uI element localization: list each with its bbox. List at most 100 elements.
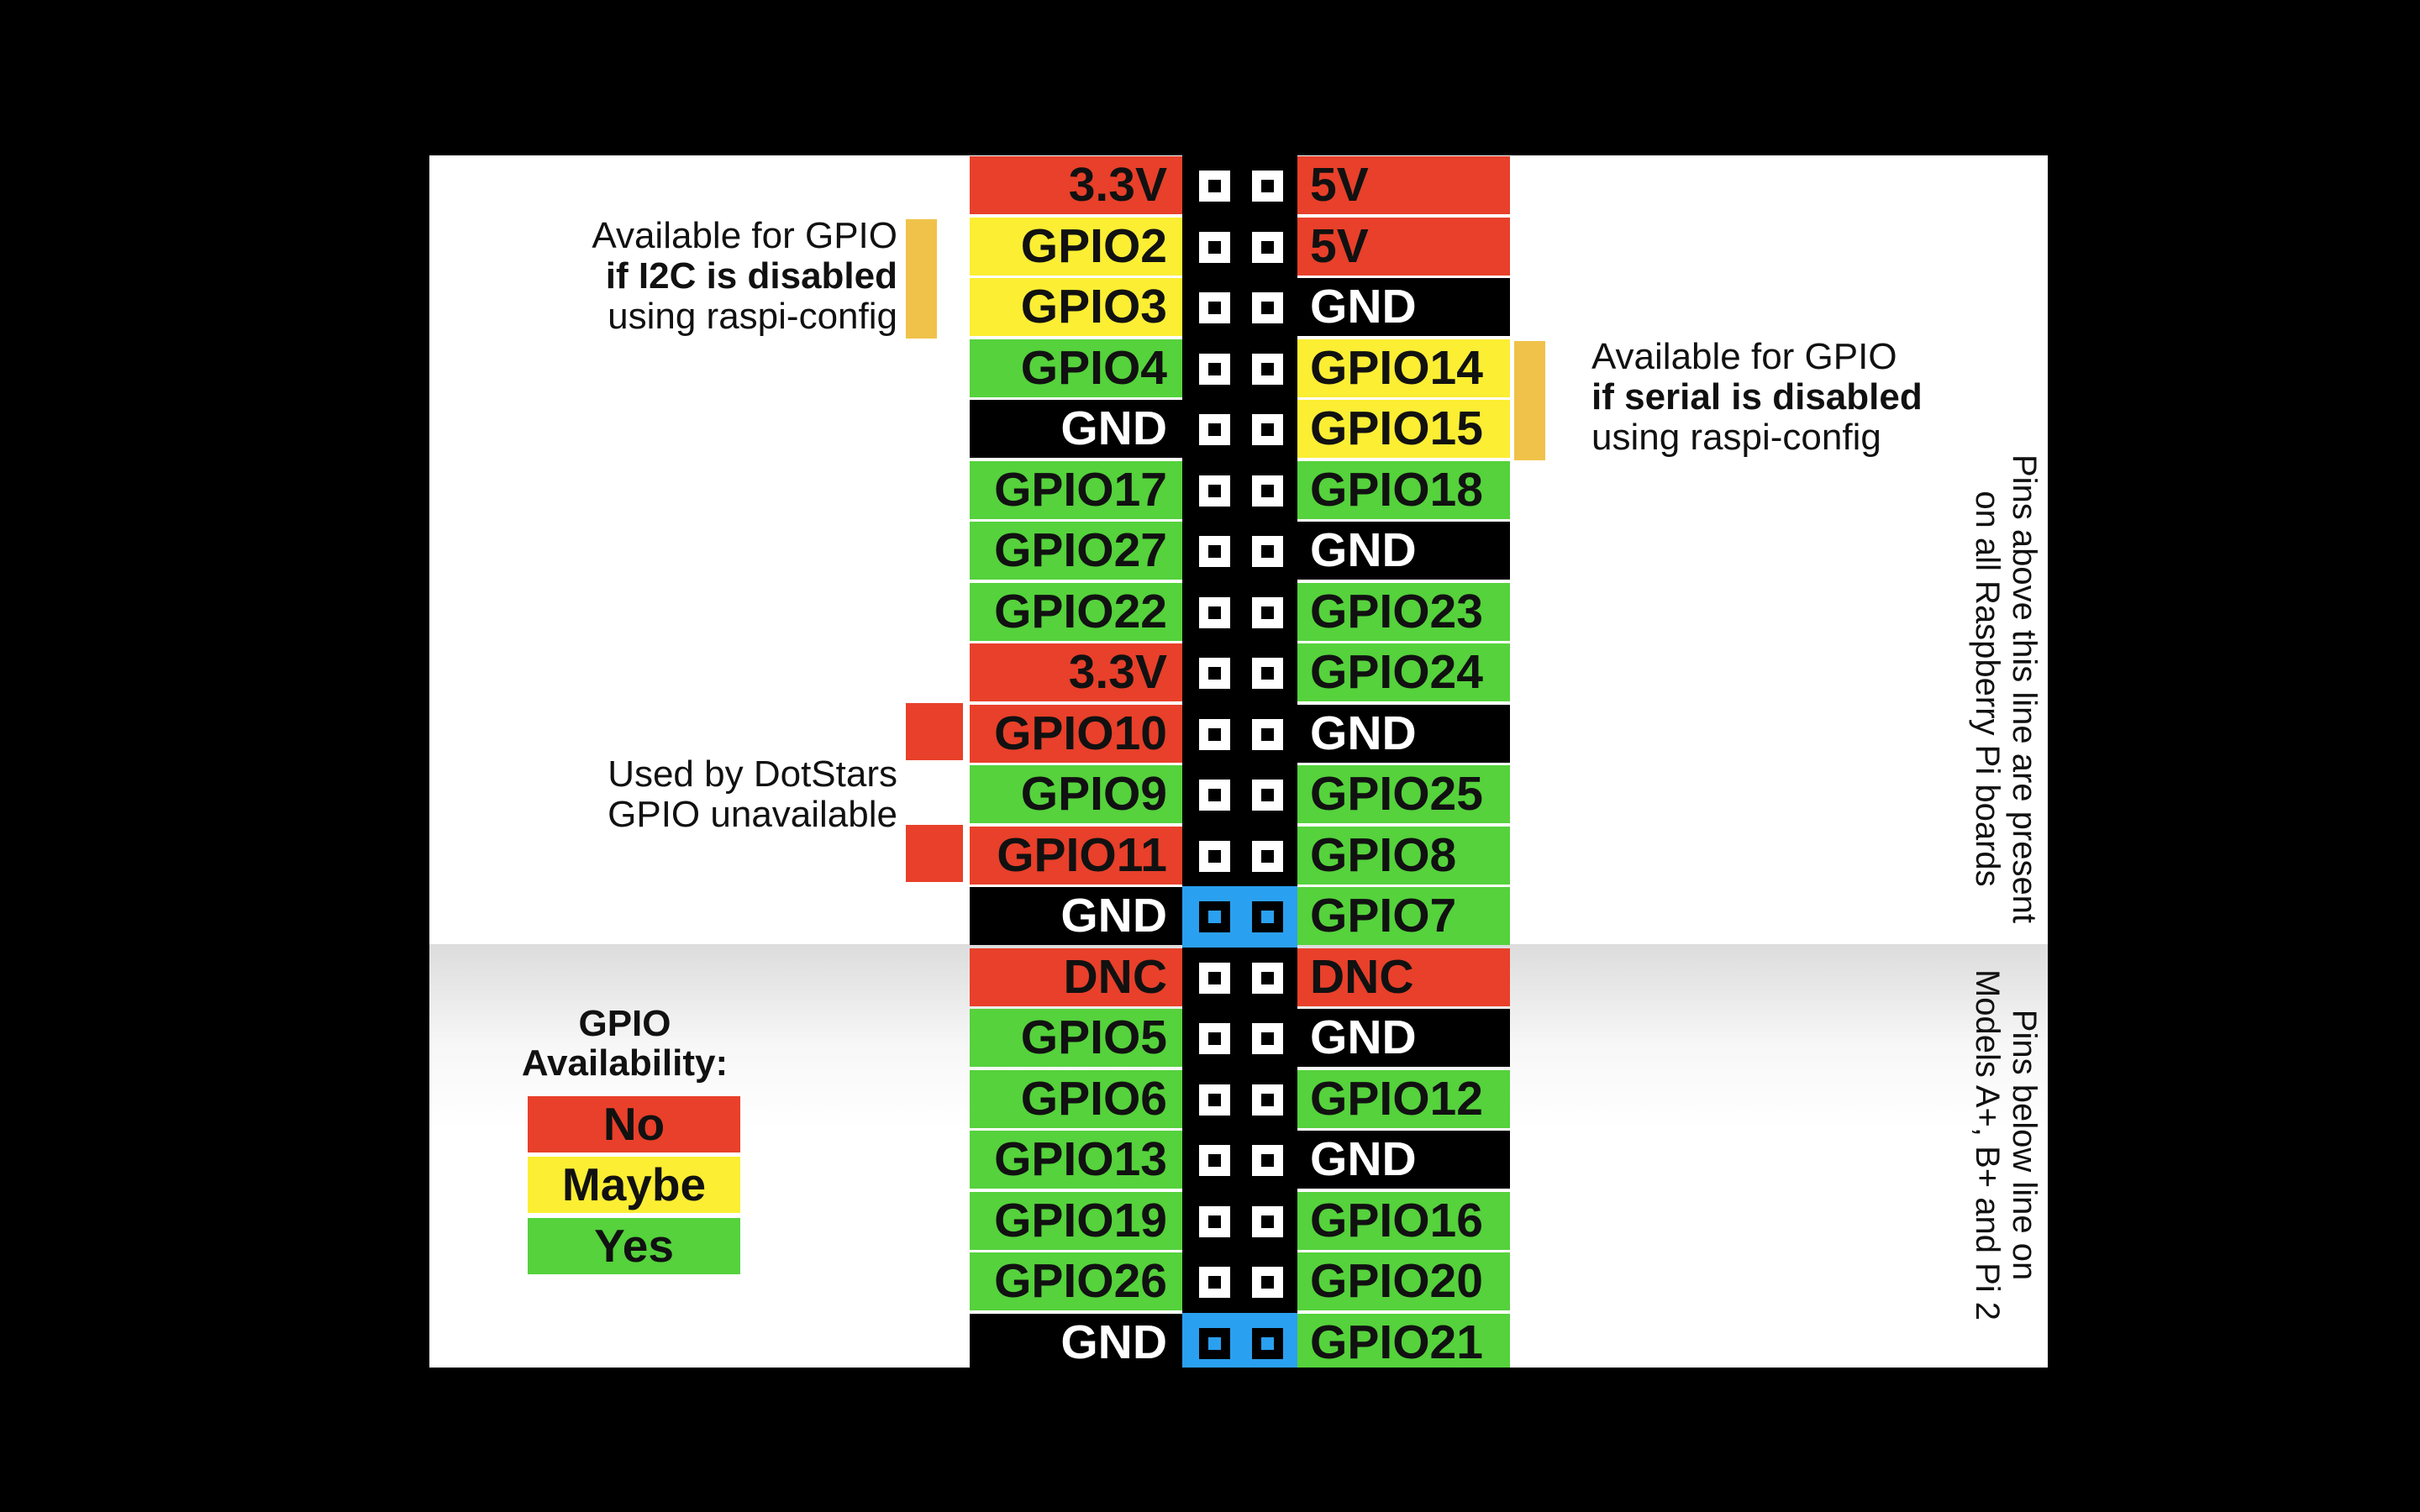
serial-note: Available for GPIO if serial is disabled… xyxy=(1591,337,1923,458)
dotstars-note-line2: GPIO unavailable xyxy=(608,794,897,835)
dotstars-note-line1: Used by DotStars xyxy=(608,753,897,795)
i2c-note-line2: if I2C is disabled xyxy=(605,255,897,297)
pin-label-gpio21: GPIO21 xyxy=(1297,1313,1510,1368)
pin-label-gnd: GND xyxy=(970,887,1182,945)
legend-title-line1: GPIO xyxy=(578,1003,671,1044)
pin-26 xyxy=(1252,901,1283,932)
pin-label-gnd: GND xyxy=(1297,1009,1510,1067)
pin-15 xyxy=(1199,596,1230,628)
pin-row: GPIO17 GPIO18 xyxy=(429,459,2048,521)
i2c-note: Available for GPIO if I2C is disabled us… xyxy=(530,216,897,337)
pin-31 xyxy=(1199,1084,1230,1116)
pin-label-gpio15: GPIO15 xyxy=(1297,400,1510,458)
pin-21 xyxy=(1199,780,1230,811)
header-pin-pair xyxy=(1182,338,1297,399)
pin-row: GPIO19 GPIO16 xyxy=(429,1190,2048,1252)
header-pin-pair xyxy=(1182,886,1297,948)
pin-28 xyxy=(1252,962,1283,994)
pin-35 xyxy=(1199,1205,1230,1237)
pin-14 xyxy=(1252,536,1283,567)
pin-label-gpio10: GPIO10 xyxy=(970,704,1182,763)
upper-pins-note: Pins above this line are present on all … xyxy=(1969,441,2043,937)
dotstars-marker-gpio10 xyxy=(906,703,963,760)
pin-1 xyxy=(1199,171,1230,202)
pin-row: GPIO11 GPIO8 xyxy=(429,825,2048,886)
pin-label-5v: 5V xyxy=(1297,217,1510,276)
pin-row: 3.3V 5V xyxy=(429,155,2048,217)
pin-row: GPIO13 GND xyxy=(429,1130,2048,1191)
header-pin-pair xyxy=(1182,1252,1297,1313)
pin-label-gpio8: GPIO8 xyxy=(1297,826,1510,885)
i2c-bracket xyxy=(906,219,937,339)
pin-row: GND GPIO15 xyxy=(429,399,2048,460)
pin-row: GPIO5 GND xyxy=(429,1008,2048,1069)
pin-row: GPIO6 GPIO12 xyxy=(429,1068,2048,1130)
pin-label-gpio12: GPIO12 xyxy=(1297,1069,1510,1128)
pin-5 xyxy=(1199,292,1230,323)
pin-row: GPIO22 GPIO23 xyxy=(429,581,2048,643)
pin-9 xyxy=(1199,414,1230,445)
pin-label-gnd: GND xyxy=(970,400,1182,458)
pin-label-gpio22: GPIO22 xyxy=(970,582,1182,641)
pin-label-gpio4: GPIO4 xyxy=(970,339,1182,397)
pin-label-gnd: GND xyxy=(1297,704,1510,763)
serial-note-line3: using raspi-config xyxy=(1591,417,1881,458)
pin-label-gpio19: GPIO19 xyxy=(970,1191,1182,1250)
pin-27 xyxy=(1199,962,1230,994)
lower-pins-note: Pins below line on Models A+, B+ and Pi … xyxy=(1969,960,2043,1330)
legend-title: GPIO Availability: xyxy=(505,1004,744,1083)
upper-pins-note-line2: on all Raspberry Pi boards xyxy=(1969,491,2006,887)
legend-maybe: Maybe xyxy=(528,1157,740,1213)
legend-maybe-label: Maybe xyxy=(561,1158,707,1210)
pin-label-gpio9: GPIO9 xyxy=(970,765,1182,823)
pin-10 xyxy=(1252,414,1283,445)
pin-label-gnd: GND xyxy=(970,1313,1182,1368)
pin-33 xyxy=(1199,1145,1230,1176)
pin-20 xyxy=(1252,718,1283,750)
pin-3 xyxy=(1199,231,1230,263)
pin-row: GND GPIO7 xyxy=(429,886,2048,948)
pin-24 xyxy=(1252,840,1283,872)
header-pin-pair xyxy=(1182,643,1297,704)
legend-no: No xyxy=(528,1096,740,1152)
pin-label-gpio27: GPIO27 xyxy=(970,522,1182,580)
serial-bracket xyxy=(1514,341,1545,460)
pin-23 xyxy=(1199,840,1230,872)
legend-yes-label: Yes xyxy=(594,1220,674,1272)
i2c-note-line3: using raspi-config xyxy=(608,296,897,337)
lower-pins-note-line1: Pins below line on xyxy=(2006,1009,2043,1281)
legend-yes: Yes xyxy=(528,1218,740,1274)
header-pin-pair xyxy=(1182,459,1297,521)
pin-row: GPIO2 5V xyxy=(429,216,2048,277)
pin-row: GPIO26 GPIO20 xyxy=(429,1252,2048,1313)
pin-40 xyxy=(1252,1327,1283,1359)
pin-22 xyxy=(1252,780,1283,811)
pin-label-33v: 3.3V xyxy=(970,156,1182,214)
header-pin-pair xyxy=(1182,1130,1297,1191)
pin-label-dnc: DNC xyxy=(1297,948,1510,1006)
pin-row: GPIO27 GND xyxy=(429,521,2048,582)
header-pin-pair xyxy=(1182,703,1297,764)
pin-row: GPIO4 GPIO14 xyxy=(429,338,2048,399)
header-pin-pair xyxy=(1182,1068,1297,1130)
pin-label-33v: 3.3V xyxy=(970,643,1182,701)
pin-label-5v: 5V xyxy=(1297,156,1510,214)
pin-17 xyxy=(1199,658,1230,689)
dotstars-marker-gpio11 xyxy=(906,825,963,882)
pinout-diagram: 3.3V 5V GPIO2 5V GPIO3 GND GPIO4 GPIO14 GND GPIO1… xyxy=(429,155,2048,1368)
legend-title-line2: Availability: xyxy=(521,1042,729,1084)
header-pin-pair xyxy=(1182,581,1297,643)
pin-13 xyxy=(1199,536,1230,567)
pin-label-gpio13: GPIO13 xyxy=(970,1131,1182,1189)
legend-no-label: No xyxy=(602,1098,666,1150)
pin-label-gpio5: GPIO5 xyxy=(970,1009,1182,1067)
pin-29 xyxy=(1199,1023,1230,1054)
header-pin-pair xyxy=(1182,825,1297,886)
pin-36 xyxy=(1252,1205,1283,1237)
pin-label-dnc: DNC xyxy=(970,948,1182,1006)
header-pin-pair xyxy=(1182,947,1297,1008)
pin-37 xyxy=(1199,1267,1230,1298)
i2c-note-line1: Available for GPIO xyxy=(592,215,897,256)
header-pin-pair xyxy=(1182,155,1297,217)
pin-16 xyxy=(1252,596,1283,628)
